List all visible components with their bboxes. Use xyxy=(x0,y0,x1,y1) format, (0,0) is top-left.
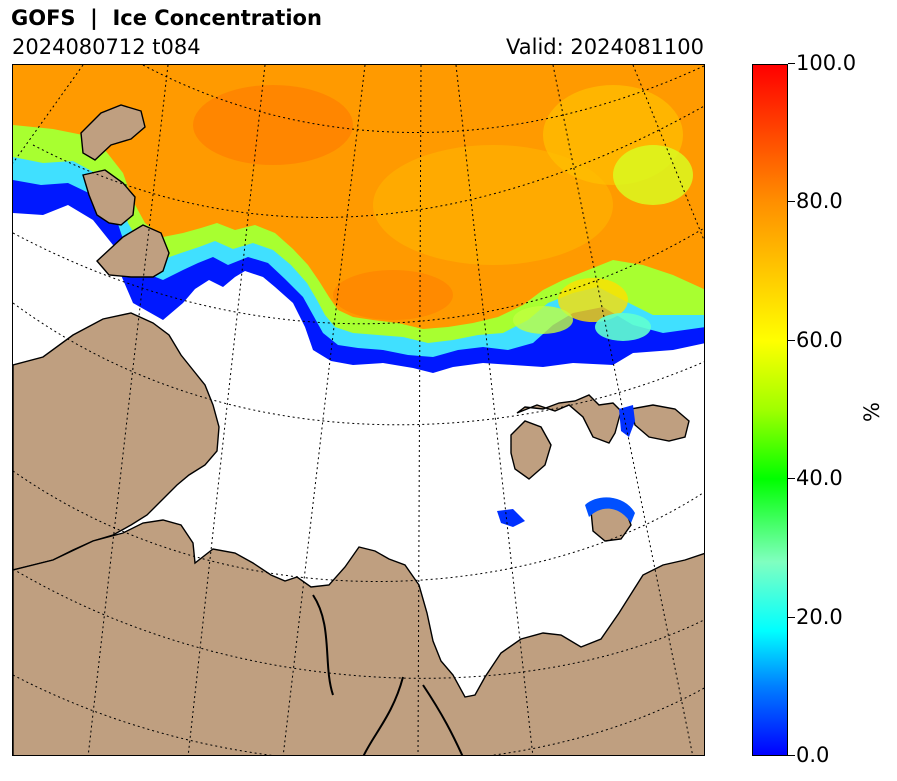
rivers xyxy=(312,594,464,755)
land-archipelago-main xyxy=(82,169,136,226)
colorbar-tick xyxy=(788,755,795,756)
map-title: GOFS | Ice Concentration xyxy=(11,6,322,30)
colorbar-tick-label: 60.0 xyxy=(796,328,843,352)
land-mainland-south xyxy=(13,519,704,755)
graticule xyxy=(13,65,704,755)
colorbar-label: % xyxy=(859,402,884,422)
land-east-island-large xyxy=(510,394,622,480)
colorbar xyxy=(752,64,788,756)
colorbar-tick xyxy=(788,617,795,618)
land-west xyxy=(13,312,220,571)
land xyxy=(13,104,704,755)
run-label: 2024080712 t084 xyxy=(12,35,201,59)
colorbar-tick-label: 100.0 xyxy=(796,51,857,75)
land-east-island-far xyxy=(630,404,690,442)
island-ice-margins xyxy=(497,405,635,527)
colorbar-tick xyxy=(788,63,795,64)
sea-ice-field xyxy=(13,65,704,373)
colorbar-tick-label: 80.0 xyxy=(796,189,843,213)
colorbar-gradient xyxy=(753,65,787,755)
colorbar-tick-label: 20.0 xyxy=(796,605,843,629)
colorbar-tick xyxy=(788,201,795,202)
ice-pack-core xyxy=(13,65,704,329)
ice-concentration-map xyxy=(12,64,705,756)
land-archipelago-south xyxy=(96,224,170,278)
map-canvas xyxy=(13,65,704,755)
colorbar-tick-label: 40.0 xyxy=(796,466,843,490)
colorbar-tick xyxy=(788,340,795,341)
colorbar-tick-label: 0.0 xyxy=(796,743,830,767)
valid-label: Valid: 2024081100 xyxy=(506,35,704,59)
colorbar-tick xyxy=(788,478,795,479)
land-archipelago-north xyxy=(80,104,146,161)
